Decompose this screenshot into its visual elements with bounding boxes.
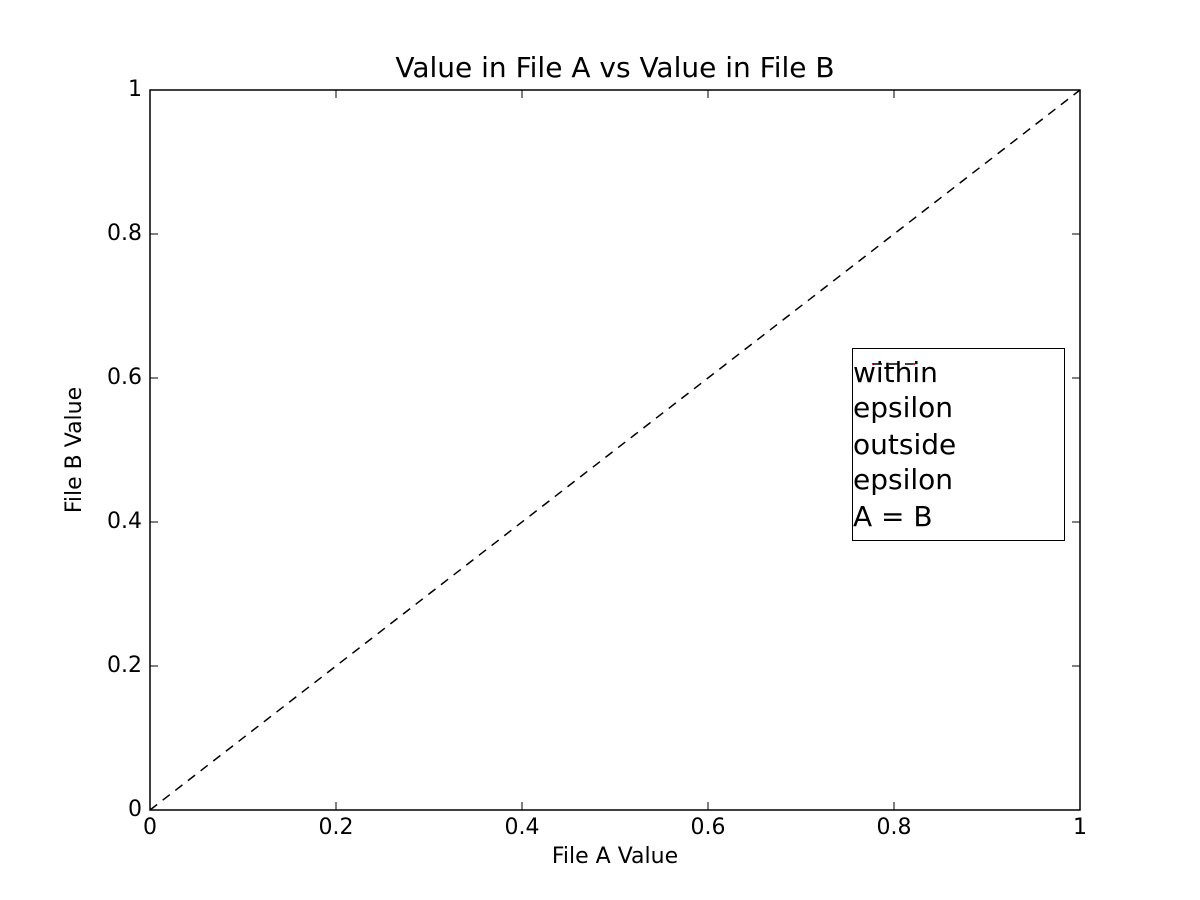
y-tick-label: 0.4 xyxy=(107,509,142,534)
legend-label: within epsilon xyxy=(853,356,954,424)
plot-frame xyxy=(149,89,1081,811)
legend-entry: outside epsilon xyxy=(853,363,1056,497)
y-tick-label: 0.2 xyxy=(107,653,142,678)
x-tick-label: 0.2 xyxy=(319,815,354,840)
x-tick-label: 1 xyxy=(1073,815,1087,840)
y-tick-label: 1 xyxy=(128,77,142,102)
x-tick-label: 0.6 xyxy=(691,815,726,840)
y-tick-label: 0.6 xyxy=(107,365,142,390)
legend-marker xyxy=(873,363,913,365)
legend-label: A = B xyxy=(853,500,933,533)
y-tick-label: 0 xyxy=(128,797,142,822)
y-tick-label: 0.8 xyxy=(107,221,142,246)
x-tick-label: 0 xyxy=(143,815,157,840)
legend: within epsilon outside epsilon A = B xyxy=(852,348,1065,541)
chart-title: Value in File A vs Value in File B xyxy=(395,51,834,84)
legend-label: outside epsilon xyxy=(853,428,957,496)
x-tick-label: 0.4 xyxy=(505,815,540,840)
legend-entry: A = B xyxy=(853,363,1056,534)
line-series xyxy=(149,89,1081,811)
x-tick-label: 0.8 xyxy=(877,815,912,840)
legend-entry: within epsilon xyxy=(853,355,1056,425)
y-axis-label: File B Value xyxy=(62,387,87,513)
legend-dot xyxy=(913,363,915,365)
x-axis-label: File A Value xyxy=(552,844,678,869)
